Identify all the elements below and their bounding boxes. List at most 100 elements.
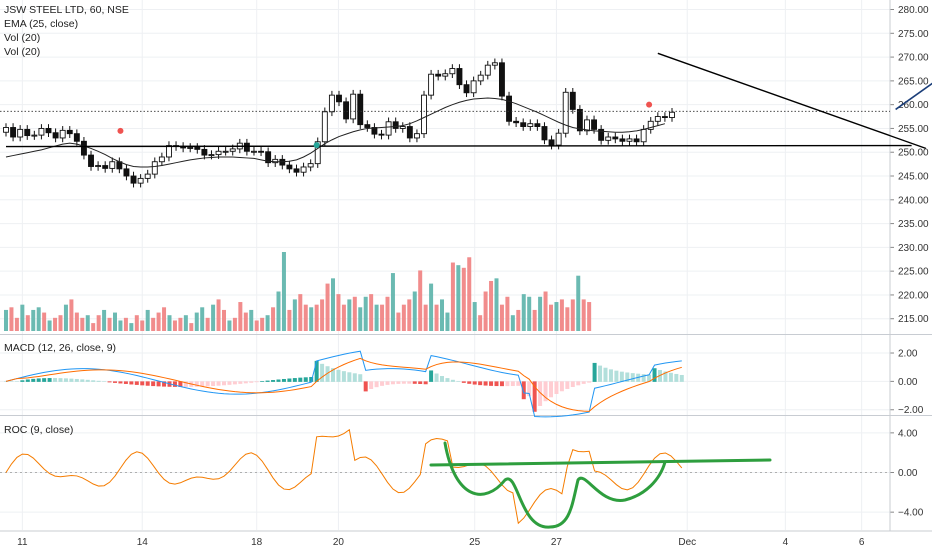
macd-histogram-bar [325, 366, 330, 382]
x-tick-label: 27 [551, 537, 563, 548]
volume-bar [36, 307, 41, 331]
candle-body [265, 151, 272, 164]
macd-legend: MACD (12, 26, close, 9) [4, 342, 117, 354]
candle-body [194, 147, 201, 150]
volume-bar [483, 291, 488, 331]
volume-bar [189, 323, 194, 331]
macd-histogram-bar [113, 381, 117, 383]
macd-histogram-bar [58, 378, 63, 382]
macd-histogram-bar [96, 380, 101, 382]
macd-histogram-bar [538, 381, 543, 406]
candle-body [201, 148, 208, 156]
candle-body [598, 128, 605, 141]
candle-body [506, 95, 512, 122]
macd-histogram-bar [494, 381, 499, 387]
volume-bar [9, 307, 14, 331]
macd-histogram-bar [587, 381, 592, 383]
volume-bar [461, 267, 466, 331]
price-tick-label: 260.00 [898, 100, 929, 111]
macd-histogram-bar [194, 381, 199, 387]
candle-body [258, 150, 265, 153]
macd-histogram-bar [499, 381, 504, 387]
macd-histogram-bar [570, 381, 575, 387]
macd-histogram-bar [200, 381, 205, 387]
candle-body [392, 121, 399, 129]
macd-histogram-bar [91, 380, 96, 382]
volume-bar [401, 304, 406, 331]
macd-histogram-bar [178, 381, 183, 387]
volume-bar [232, 317, 237, 331]
candle-body [293, 168, 300, 173]
candle-body [158, 156, 165, 163]
macd-histogram-bar [85, 379, 90, 382]
x-tick-label: 14 [137, 537, 149, 548]
volume-bar [292, 299, 297, 331]
candle-body [456, 68, 463, 86]
macd-histogram-bar [74, 378, 79, 382]
price-tick-label: 245.00 [898, 172, 929, 183]
macd-histogram-bar [668, 372, 673, 382]
macd-histogram-bar [118, 381, 123, 384]
volume-bar [102, 309, 107, 331]
candle-body [243, 142, 250, 152]
volume-bar [96, 315, 101, 331]
candle-body [3, 127, 9, 133]
candle-body [109, 161, 116, 169]
trendline [657, 52, 927, 150]
candle-body [626, 138, 633, 142]
macd-histogram-bar [331, 368, 335, 382]
volume-bar [47, 320, 52, 331]
macd-histogram-bar [287, 378, 292, 382]
volume-bar [200, 307, 205, 331]
macd-histogram-bar [396, 381, 401, 384]
candle-body [442, 73, 449, 77]
trendline [5, 144, 912, 148]
candle-body [633, 138, 640, 143]
volume-bar [134, 315, 139, 331]
volume-bar [205, 317, 210, 331]
volume-bar [271, 307, 276, 331]
macd-histogram-bar [516, 381, 521, 386]
x-tick-label: 11 [17, 537, 28, 548]
green-head-shoulders-annotation [443, 441, 667, 529]
volume-bar [216, 299, 221, 331]
x-tick-label: Dec [678, 537, 696, 548]
volume-bar [472, 302, 477, 331]
volume-bar [222, 309, 226, 331]
candle-body [300, 166, 307, 173]
candle-body [647, 120, 654, 130]
macd-histogram-bar [336, 369, 341, 382]
volume-bar [331, 278, 335, 331]
candle-body [669, 111, 675, 118]
candle-body [562, 91, 569, 134]
volume-bar [42, 312, 47, 331]
roc-line [5, 428, 683, 525]
macd-histogram-bar [489, 381, 494, 386]
macd-histogram-bar [565, 381, 570, 389]
volume-bar [85, 315, 90, 331]
signal-dot [313, 142, 320, 149]
macd-histogram-bar [652, 368, 657, 382]
macd-histogram-bar [429, 370, 434, 382]
price-tick-label: 250.00 [898, 148, 929, 159]
price-tick-label: 230.00 [898, 243, 929, 254]
candle-body [591, 119, 598, 130]
macd-histogram-bar [227, 381, 232, 385]
macd-histogram-bar [407, 381, 412, 384]
volume-bar [53, 317, 58, 331]
volume-bar [538, 296, 543, 331]
candle-body [435, 73, 442, 77]
volume-bar [243, 312, 248, 331]
candle-body [477, 74, 484, 82]
signal-dot [117, 127, 124, 134]
macd-histogram-bar [276, 379, 281, 382]
candle-body [576, 108, 583, 132]
candle-body [208, 154, 215, 157]
candle-body [399, 126, 406, 129]
macd-histogram-bar [358, 374, 363, 382]
volume-bar [412, 291, 417, 331]
macd-histogram-bar [260, 381, 265, 382]
volume-bar [31, 309, 36, 331]
volume-bar [510, 315, 515, 331]
